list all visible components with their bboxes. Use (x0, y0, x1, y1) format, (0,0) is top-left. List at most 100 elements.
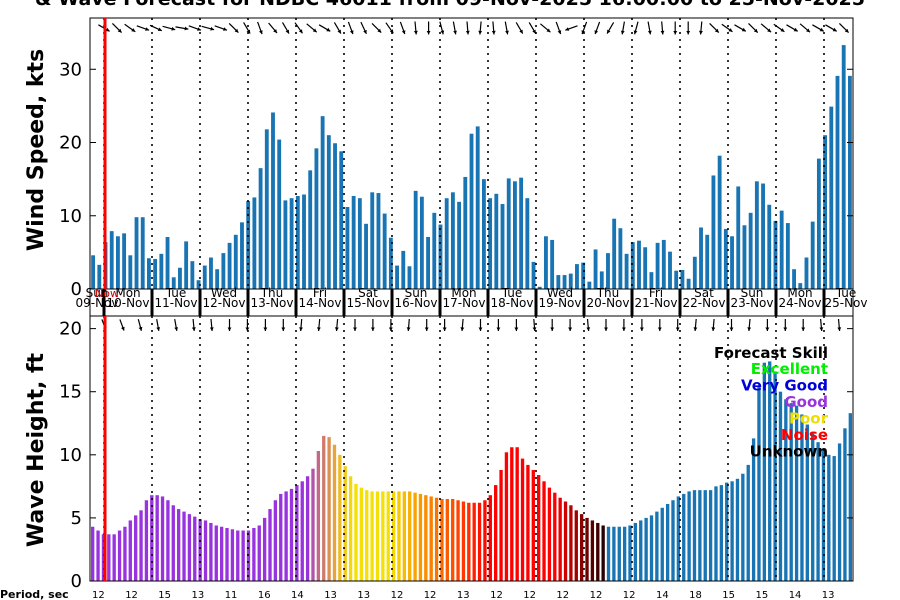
day-name: Wed (211, 286, 237, 300)
bar (419, 196, 424, 289)
bar (757, 386, 761, 581)
date-label: 13-Nov (250, 296, 293, 310)
bar (751, 438, 756, 581)
bar (725, 482, 729, 581)
y-tick-label: 5 (71, 508, 82, 529)
date-label: 19-Nov (538, 296, 581, 310)
bar (705, 234, 710, 289)
bar (630, 242, 635, 289)
direction-arrow (825, 24, 837, 32)
bar (754, 181, 759, 289)
period-value: 12 (623, 590, 636, 600)
period-value: 12 (490, 590, 503, 600)
direction-arrow (515, 22, 524, 34)
bar (483, 500, 487, 581)
bar (542, 481, 546, 581)
bar (811, 432, 815, 581)
bar (300, 481, 304, 581)
wind-y-axis-ticks: 0 10 20 30 (59, 59, 853, 300)
direction-arrow (136, 25, 150, 31)
wave-bars (91, 361, 852, 581)
direction-arrow (801, 319, 806, 331)
bar (827, 454, 831, 581)
bar (537, 475, 541, 581)
bar (159, 253, 164, 289)
day-name: Tue (835, 286, 857, 300)
direction-arrow (452, 21, 457, 35)
bar (258, 168, 263, 289)
day-name: Tue (165, 286, 187, 300)
bar (150, 495, 154, 581)
bar (382, 213, 387, 289)
bar (429, 496, 433, 581)
period-value: 13 (324, 590, 337, 600)
period-value: 14 (789, 590, 802, 600)
direction-arrow (838, 22, 850, 34)
bar (112, 534, 116, 581)
bar (144, 500, 149, 581)
bar (661, 239, 666, 289)
bar (364, 223, 368, 289)
bar (742, 225, 747, 289)
bar (397, 491, 401, 581)
bar (612, 218, 617, 289)
direction-arrow (491, 21, 496, 35)
direction-arrow (622, 319, 626, 331)
bar (628, 525, 632, 581)
bar (233, 234, 238, 289)
bar (343, 466, 347, 581)
direction-arrow (385, 22, 394, 34)
bar (587, 281, 592, 289)
day-name: Mon (451, 286, 476, 300)
date-label: 10-Nov (106, 296, 149, 310)
bar (345, 206, 350, 289)
direction-arrow (347, 21, 354, 35)
bar (122, 233, 127, 289)
bar (268, 509, 272, 581)
bar (637, 240, 641, 289)
bar (730, 236, 734, 289)
direction-arrow (633, 21, 639, 35)
bar (488, 495, 492, 581)
date-label: 12-Nov (202, 296, 245, 310)
bar (91, 255, 96, 289)
bar (184, 241, 189, 289)
direction-arrow (786, 24, 799, 32)
bar (655, 511, 659, 581)
bar (711, 175, 716, 289)
direction-arrow (620, 21, 625, 35)
period-value: 12 (424, 590, 437, 600)
bar (357, 198, 362, 289)
bar (617, 526, 621, 581)
bar (370, 491, 374, 581)
bar (558, 497, 562, 581)
y-tick-label: 20 (59, 319, 82, 340)
direction-arrow (478, 319, 483, 331)
bar (338, 454, 342, 581)
bar (804, 257, 809, 289)
bar (333, 143, 337, 289)
bar (510, 447, 514, 581)
direction-arrow (540, 23, 551, 33)
bar (123, 526, 127, 581)
period-value: 13 (457, 590, 470, 600)
bar (271, 112, 275, 289)
direction-arrow (439, 21, 445, 35)
bar (187, 514, 192, 581)
direction-arrow (606, 22, 615, 34)
direction-arrow (699, 21, 703, 35)
bar (219, 526, 224, 581)
bar (314, 148, 319, 289)
bar (203, 520, 208, 581)
bar (574, 510, 578, 581)
date-label: 15-Nov (346, 296, 389, 310)
bar (283, 200, 288, 289)
bar (778, 391, 783, 581)
bar (381, 491, 385, 581)
bar (494, 485, 498, 581)
direction-arrow (581, 21, 588, 35)
direction-arrow (550, 319, 555, 331)
bar (395, 265, 399, 289)
bar (633, 522, 638, 581)
bar (432, 212, 437, 289)
